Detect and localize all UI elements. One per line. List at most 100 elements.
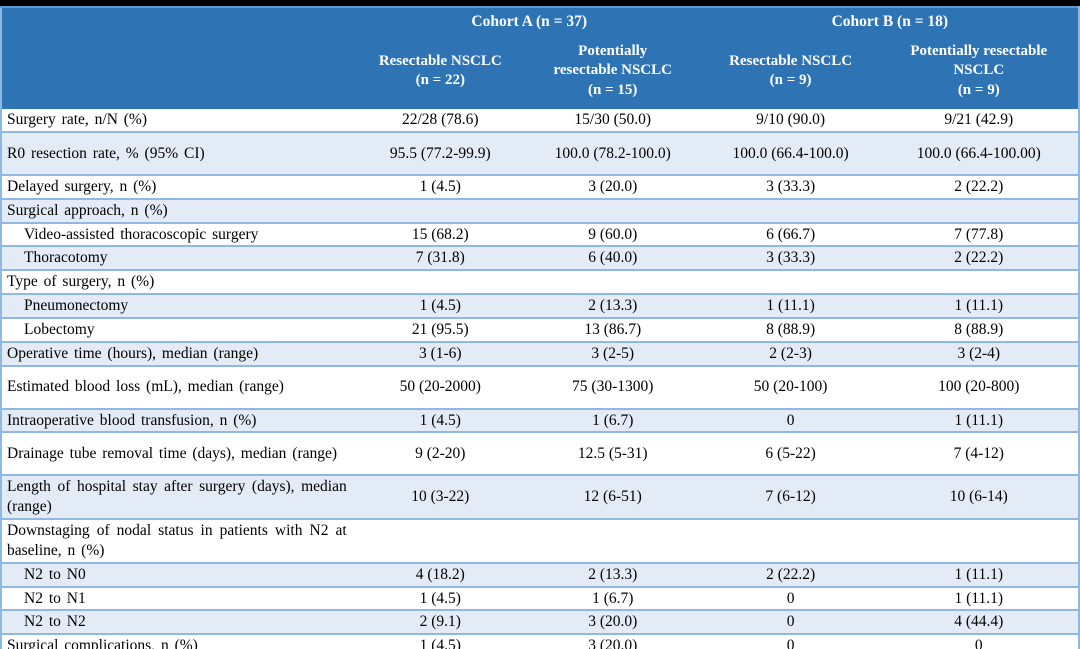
row-label: Surgery rate, n/N (%) — [1, 109, 357, 132]
cell-value: 0 — [701, 633, 880, 649]
cell-value: 6 (66.7) — [701, 221, 880, 247]
row-label: Operative time (hours), median (range) — [1, 340, 357, 366]
col-header-resectable-b: Resectable NSCLC (n = 9) — [701, 33, 880, 109]
cell-value: 9 (60.0) — [523, 221, 702, 247]
table-row: R0 resection rate, % (95% CI) 95.5 (77.2… — [1, 131, 1079, 175]
cell-value: 1 (11.1) — [879, 585, 1079, 611]
table-row: Lobectomy 21 (95.5) 13 (86.7) 8 (88.9) 8… — [1, 316, 1079, 342]
col-header-potentially-resectable-b: Potentially resectable NSCLC (n = 9) — [879, 33, 1079, 109]
cell-value — [356, 269, 524, 295]
cell-value: 9/21 (42.9) — [879, 109, 1079, 132]
cell-value: 1 (11.1) — [701, 293, 880, 318]
cell-value — [356, 518, 524, 563]
row-label: Video-assisted thoracoscopic surgery — [1, 221, 357, 247]
cell-value: 8 (88.9) — [701, 316, 880, 342]
cell-value: 100.0 (66.4-100.0) — [701, 131, 880, 175]
table-row: Operative time (hours), median (range) 3… — [1, 340, 1079, 366]
cell-value: 12.5 (5-31) — [523, 431, 702, 476]
table-row: Surgical complications, n (%) 1 (4.5) 3 … — [1, 633, 1079, 649]
cell-value: 6 (5-22) — [701, 431, 880, 476]
row-label: Surgical approach, n (%) — [1, 197, 357, 223]
cell-value: 3 (20.0) — [523, 609, 702, 635]
cell-value: 10 (6-14) — [879, 474, 1079, 520]
row-label: N2 to N1 — [1, 585, 357, 611]
cell-value: 1 (4.5) — [356, 174, 524, 199]
cell-value: 2 (13.3) — [523, 293, 702, 318]
row-label: Drainage tube removal time (days), media… — [1, 431, 357, 476]
cell-value: 2 (9.1) — [356, 609, 524, 635]
cell-value: 3 (2-5) — [523, 340, 702, 366]
table-row: Type of surgery, n (%) — [1, 269, 1079, 295]
row-label: Type of surgery, n (%) — [1, 269, 357, 295]
cell-value: 7 (31.8) — [356, 245, 524, 271]
row-label: R0 resection rate, % (95% CI) — [1, 131, 357, 175]
cell-value: 3 (33.3) — [701, 245, 880, 271]
cell-value: 8 (88.9) — [879, 316, 1079, 342]
cell-value — [879, 197, 1079, 223]
row-label: Delayed surgery, n (%) — [1, 174, 357, 199]
cell-value: 1 (4.5) — [356, 585, 524, 611]
cell-value — [879, 269, 1079, 295]
row-label: Length of hospital stay after surgery (d… — [1, 474, 357, 520]
table-row: Length of hospital stay after surgery (d… — [1, 474, 1079, 520]
cell-value: 2 (2-3) — [701, 340, 880, 366]
cell-value: 10 (3-22) — [356, 474, 524, 520]
row-label: N2 to N2 — [1, 609, 357, 635]
cell-value: 15/30 (50.0) — [523, 109, 702, 132]
table-header: Cohort A (n = 37) Cohort B (n = 18) Rese… — [1, 7, 1079, 109]
cell-value — [701, 269, 880, 295]
header-corner-cell — [1, 7, 357, 33]
cell-value: 7 (6-12) — [701, 474, 880, 520]
cell-value: 12 (6-51) — [523, 474, 702, 520]
cell-value: 95.5 (77.2-99.9) — [356, 131, 524, 175]
cell-value: 2 (22.2) — [701, 561, 880, 587]
table-row: N2 to N0 4 (18.2) 2 (13.3) 2 (22.2) 1 (1… — [1, 561, 1079, 587]
table-row: Pneumonectomy 1 (4.5) 2 (13.3) 1 (11.1) … — [1, 293, 1079, 318]
row-label: Estimated blood loss (mL), median (range… — [1, 364, 357, 409]
cell-value: 3 (1-6) — [356, 340, 524, 366]
row-label: Intraoperative blood transfusion, n (%) — [1, 407, 357, 433]
cell-value: 6 (40.0) — [523, 245, 702, 271]
cell-value: 50 (20-100) — [701, 364, 880, 409]
cell-value: 100.0 (78.2-100.0) — [523, 131, 702, 175]
cell-value: 3 (2-4) — [879, 340, 1079, 366]
cell-value: 4 (18.2) — [356, 561, 524, 587]
cell-value: 0 — [701, 609, 880, 635]
cohort-header-row: Cohort A (n = 37) Cohort B (n = 18) — [1, 7, 1079, 33]
table-row: Drainage tube removal time (days), media… — [1, 431, 1079, 476]
col-header-resectable-a: Resectable NSCLC (n = 22) — [356, 33, 524, 109]
cell-value — [701, 518, 880, 563]
cell-value: 0 — [701, 585, 880, 611]
cell-value: 1 (6.7) — [523, 407, 702, 433]
table-row: Surgical approach, n (%) — [1, 197, 1079, 223]
cell-value — [523, 518, 702, 563]
cell-value: 1 (6.7) — [523, 585, 702, 611]
cell-value: 1 (4.5) — [356, 407, 524, 433]
cell-value — [523, 197, 702, 223]
cohort-a-header: Cohort A (n = 37) — [356, 7, 702, 33]
cell-value: 3 (20.0) — [523, 174, 702, 199]
row-label: Downstaging of nodal status in patients … — [1, 518, 357, 563]
cell-value: 15 (68.2) — [356, 221, 524, 247]
table-row: Video-assisted thoracoscopic surgery 15 … — [1, 221, 1079, 247]
cell-value: 2 (22.2) — [879, 174, 1079, 199]
cell-value: 1 (4.5) — [356, 293, 524, 318]
cell-value: 7 (4-12) — [879, 431, 1079, 476]
table-row: N2 to N1 1 (4.5) 1 (6.7) 0 1 (11.1) — [1, 585, 1079, 611]
table-body: Surgery rate, n/N (%) 22/28 (78.6) 15/30… — [1, 109, 1079, 649]
cell-value — [356, 197, 524, 223]
cell-value: 0 — [879, 633, 1079, 649]
table-row: Downstaging of nodal status in patients … — [1, 518, 1079, 563]
row-label: Pneumonectomy — [1, 293, 357, 318]
cell-value: 4 (44.4) — [879, 609, 1079, 635]
cell-value: 2 (13.3) — [523, 561, 702, 587]
cell-value: 13 (86.7) — [523, 316, 702, 342]
cell-value: 50 (20-2000) — [356, 364, 524, 409]
row-label: Lobectomy — [1, 316, 357, 342]
cell-value: 3 (20.0) — [523, 633, 702, 649]
surgical-outcomes-table: Cohort A (n = 37) Cohort B (n = 18) Rese… — [0, 6, 1080, 649]
header-label-cell — [1, 33, 357, 109]
table-row: Thoracotomy 7 (31.8) 6 (40.0) 3 (33.3) 2… — [1, 245, 1079, 271]
row-label: Surgical complications, n (%) — [1, 633, 357, 649]
